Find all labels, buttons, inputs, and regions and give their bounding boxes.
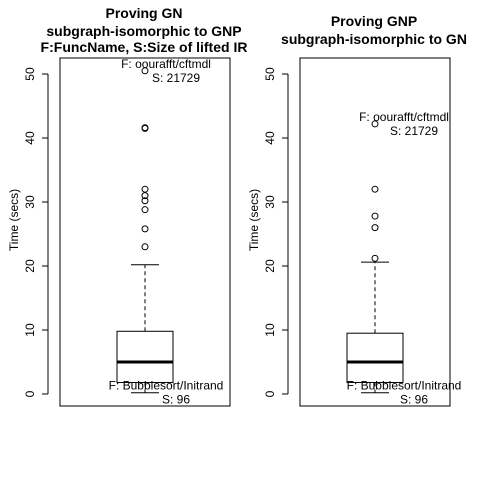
y-tick-label: 30 xyxy=(23,195,37,209)
y-tick-label: 0 xyxy=(263,390,277,397)
boxplot-panel-right: Proving GNP subgraph-isomorphic to GN 0 10 2… xyxy=(247,13,467,407)
annotation-function: F: oourafft/cftmdl xyxy=(359,110,449,124)
y-tick-label: 40 xyxy=(23,131,37,145)
chart-title-line: Proving GNP xyxy=(331,13,417,29)
outlier-point xyxy=(371,254,379,262)
outlier-point xyxy=(371,120,379,128)
annotation-function: F: Bubblesort/Initrand xyxy=(347,379,462,393)
outlier-point xyxy=(141,225,149,233)
annotation-size: S: 21729 xyxy=(152,71,200,85)
outlier-point xyxy=(141,243,149,251)
outlier-point xyxy=(141,185,149,193)
y-tick-label: 30 xyxy=(263,195,277,209)
chart-title-line: subgraph-isomorphic to GN xyxy=(281,31,467,47)
y-tick-label: 10 xyxy=(263,323,277,337)
y-tick-label: 20 xyxy=(263,259,277,273)
annotation-size: S: 96 xyxy=(162,393,190,407)
y-tick-label: 50 xyxy=(263,67,277,81)
chart-title-line: subgraph-isomorphic to GNP xyxy=(46,23,241,39)
chart-title-line: Proving GN xyxy=(105,5,182,21)
y-tick-label: 10 xyxy=(23,323,37,337)
y-axis-label: Time (secs) xyxy=(247,189,261,251)
outlier-point xyxy=(141,206,149,214)
outlier-point xyxy=(371,212,379,220)
y-tick-label: 50 xyxy=(23,67,37,81)
iqr-box xyxy=(346,332,404,383)
outlier-point xyxy=(141,67,149,75)
plot-frame xyxy=(59,57,231,407)
annotation-function: F: oourafft/cftmdl xyxy=(121,57,211,71)
outlier-point xyxy=(371,185,379,193)
iqr-box xyxy=(116,330,174,383)
annotation-function: F: Bubblesort/Initrand xyxy=(109,379,224,393)
chart-title-line: F:FuncName, S:Size of lifted IR xyxy=(41,39,248,55)
annotation-size: S: 21729 xyxy=(390,124,438,138)
y-tick-label: 0 xyxy=(23,390,37,397)
y-axis-label: Time (secs) xyxy=(7,189,21,251)
outlier-point xyxy=(141,197,149,205)
plot-frame xyxy=(299,57,451,407)
boxplot-panel-left: Proving GN subgraph-isomorphic to GNPF:Fu… xyxy=(7,5,247,407)
y-tick-label: 20 xyxy=(23,259,37,273)
y-tick-label: 40 xyxy=(263,131,277,145)
annotation-size: S: 96 xyxy=(400,393,428,407)
outlier-point xyxy=(371,224,379,232)
outlier-point xyxy=(141,124,149,132)
